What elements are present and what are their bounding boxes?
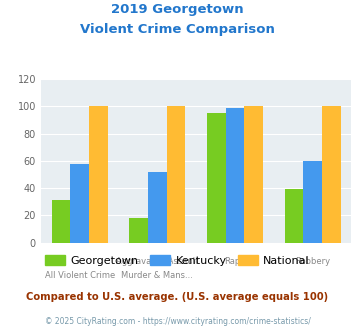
Text: © 2025 CityRating.com - https://www.cityrating.com/crime-statistics/: © 2025 CityRating.com - https://www.city… — [45, 317, 310, 326]
Bar — [70, 164, 89, 243]
Bar — [207, 113, 226, 243]
Bar — [285, 189, 303, 243]
Bar — [244, 106, 263, 243]
Text: Rape: Rape — [224, 257, 246, 266]
Bar — [322, 106, 340, 243]
Text: Robbery: Robbery — [295, 257, 330, 266]
Text: All Violent Crime: All Violent Crime — [44, 271, 115, 280]
Text: Compared to U.S. average. (U.S. average equals 100): Compared to U.S. average. (U.S. average … — [26, 292, 329, 302]
Bar — [226, 108, 244, 243]
Text: Murder & Mans...: Murder & Mans... — [121, 271, 193, 280]
Bar — [148, 172, 166, 243]
Bar — [129, 218, 148, 243]
Text: 2019 Georgetown: 2019 Georgetown — [111, 3, 244, 16]
Bar — [52, 200, 70, 243]
Legend: Georgetown, Kentucky, National: Georgetown, Kentucky, National — [41, 250, 314, 270]
Bar — [89, 106, 108, 243]
Bar — [303, 161, 322, 243]
Text: Aggravated Assault: Aggravated Assault — [116, 257, 198, 266]
Text: Violent Crime Comparison: Violent Crime Comparison — [80, 23, 275, 36]
Bar — [166, 106, 185, 243]
